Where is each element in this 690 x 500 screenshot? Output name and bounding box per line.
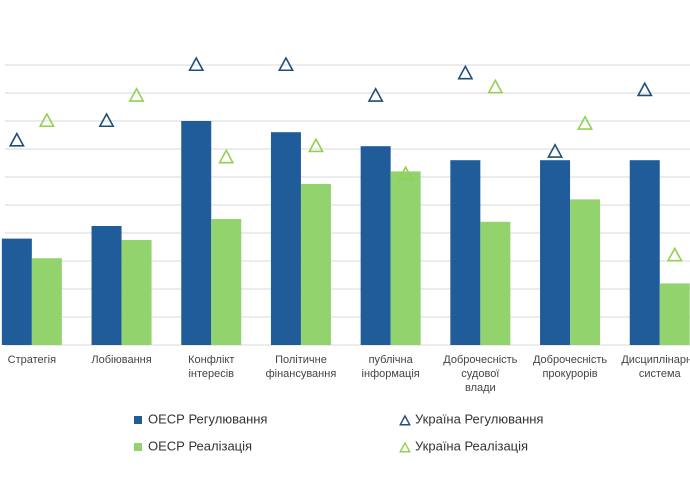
- legend-swatch: [134, 443, 142, 451]
- bar: [121, 240, 152, 345]
- x-tick-label: Доброчесність судової влади: [443, 354, 517, 394]
- bar: [31, 258, 62, 345]
- bar: [300, 184, 331, 345]
- bar: [390, 171, 421, 345]
- legend-label: ОЕСР Регулювання: [148, 411, 267, 426]
- bar: [270, 132, 301, 345]
- legend-label: Україна Регулювання: [415, 411, 543, 426]
- triangle-marker: [128, 87, 145, 102]
- triangle-marker: [636, 81, 653, 97]
- triangle-marker: [577, 115, 594, 130]
- bar: [629, 160, 660, 345]
- triangle-marker: [188, 56, 205, 72]
- x-tick-label: Політичне фінансування: [266, 354, 337, 380]
- bar: [480, 221, 511, 345]
- x-tick-label: публічна інформація: [362, 354, 420, 380]
- triangle-marker: [277, 56, 294, 72]
- triangle-marker: [397, 165, 414, 181]
- bar: [540, 160, 571, 345]
- legend-swatch: [134, 416, 142, 424]
- legend-swatch: [399, 441, 411, 453]
- triangle-marker: [547, 143, 564, 158]
- bar: [211, 219, 242, 345]
- triangle-marker: [666, 246, 683, 262]
- x-tick-label: Стратегія: [8, 354, 56, 366]
- triangle-marker: [218, 148, 235, 164]
- legend-label: Україна Реалізація: [415, 438, 528, 453]
- triangle-marker: [307, 137, 324, 153]
- bar: [360, 146, 391, 345]
- bar: [1, 238, 32, 345]
- bar: [181, 121, 212, 345]
- legend: ОЕСР Регулювання ОЕСР Реалізація Україна Р…: [134, 411, 543, 453]
- bar: [659, 283, 690, 345]
- x-tick-label: Лобіювання: [91, 354, 151, 366]
- x-tick-label: Конфлікт інтересів: [188, 354, 234, 380]
- plot-area: Стратегія Лобіювання Конфлікт інтересів Полі…: [1, 56, 690, 394]
- x-tick-label: Доброчесність прокурорів: [533, 354, 607, 380]
- legend-label: ОЕСР Реалізація: [148, 438, 252, 453]
- bar: [91, 226, 122, 345]
- bar: [570, 199, 601, 345]
- triangle-marker: [38, 112, 55, 128]
- triangle-marker: [8, 131, 25, 147]
- bar: [450, 160, 481, 345]
- triangle-marker: [98, 112, 115, 128]
- triangle-marker: [367, 87, 384, 102]
- triangle-marker: [487, 78, 504, 94]
- x-tick-label: Дисциплінарнасистема: [621, 354, 690, 380]
- triangle-marker: [457, 64, 474, 80]
- legend-swatch: [399, 414, 411, 426]
